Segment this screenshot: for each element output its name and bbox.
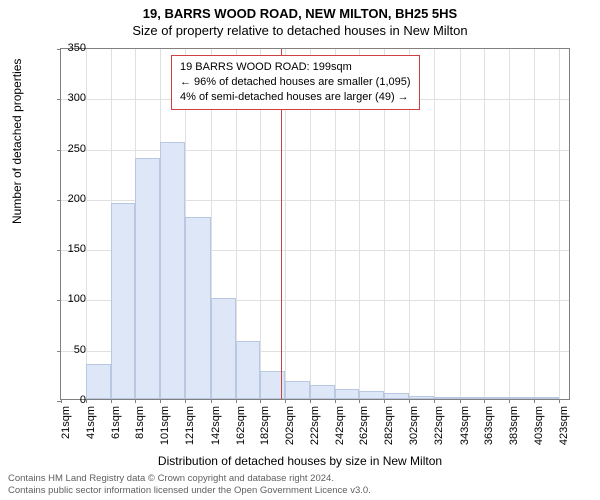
y-tick-label: 150: [46, 243, 86, 255]
x-tick-mark: [559, 399, 560, 403]
histogram-bar: [285, 381, 310, 399]
chart-container: 19, BARRS WOOD ROAD, NEW MILTON, BH25 5H…: [0, 0, 600, 500]
x-tick-mark: [285, 399, 286, 403]
gridline-vertical: [559, 49, 560, 399]
x-tick-mark: [509, 399, 510, 403]
x-tick-label: 202sqm: [284, 406, 296, 446]
x-axis-label: Distribution of detached houses by size …: [0, 454, 600, 468]
histogram-bar: [534, 397, 559, 399]
x-tick-label: 61sqm: [110, 406, 122, 446]
chart-title-main: 19, BARRS WOOD ROAD, NEW MILTON, BH25 5H…: [0, 0, 600, 21]
plot-area: 19 BARRS WOOD ROAD: 199sqm ← 96% of deta…: [60, 48, 570, 400]
x-tick-mark: [434, 399, 435, 403]
histogram-bar: [484, 397, 509, 399]
y-tick-label: 300: [46, 92, 86, 104]
x-tick-label: 262sqm: [358, 406, 370, 446]
histogram-bar: [211, 298, 236, 399]
histogram-bar: [335, 389, 360, 399]
x-tick-mark: [111, 399, 112, 403]
y-tick-label: 350: [46, 42, 86, 54]
x-tick-label: 423sqm: [558, 406, 570, 446]
x-tick-mark: [185, 399, 186, 403]
y-tick-label: 100: [46, 293, 86, 305]
x-tick-mark: [409, 399, 410, 403]
x-tick-mark: [160, 399, 161, 403]
x-tick-label: 242sqm: [334, 406, 346, 446]
histogram-bar: [236, 341, 261, 399]
histogram-bar: [185, 217, 211, 399]
x-tick-label: 21sqm: [60, 406, 72, 446]
histogram-bar: [384, 393, 409, 399]
chart-title-sub: Size of property relative to detached ho…: [0, 21, 600, 38]
gridline-horizontal: [61, 150, 569, 151]
x-tick-label: 162sqm: [235, 406, 247, 446]
x-tick-label: 41sqm: [85, 406, 97, 446]
gridline-vertical: [534, 49, 535, 399]
histogram-bar: [111, 203, 136, 399]
x-tick-label: 121sqm: [184, 406, 196, 446]
histogram-bar: [509, 397, 534, 399]
x-tick-label: 81sqm: [134, 406, 146, 446]
footer-line-1: Contains HM Land Registry data © Crown c…: [8, 473, 592, 484]
histogram-bar: [409, 396, 434, 399]
annotation-line-3: 4% of semi-detached houses are larger (4…: [180, 90, 411, 105]
gridline-vertical: [460, 49, 461, 399]
x-tick-label: 403sqm: [533, 406, 545, 446]
histogram-bar: [86, 364, 111, 399]
x-tick-mark: [534, 399, 535, 403]
x-tick-mark: [335, 399, 336, 403]
x-tick-label: 182sqm: [259, 406, 271, 446]
x-tick-mark: [211, 399, 212, 403]
footer-line-2: Contains public sector information licen…: [8, 485, 592, 496]
x-tick-mark: [359, 399, 360, 403]
footer: Contains HM Land Registry data © Crown c…: [8, 473, 592, 496]
histogram-bar: [310, 385, 335, 399]
x-tick-label: 343sqm: [459, 406, 471, 446]
x-tick-mark: [384, 399, 385, 403]
annotation-line-2: ← 96% of detached houses are smaller (1,…: [180, 75, 411, 90]
x-tick-mark: [484, 399, 485, 403]
y-axis-label: Number of detached properties: [10, 59, 24, 224]
y-tick-label: 0: [46, 394, 86, 406]
x-tick-label: 282sqm: [383, 406, 395, 446]
x-tick-mark: [310, 399, 311, 403]
annotation-line-1: 19 BARRS WOOD ROAD: 199sqm: [180, 60, 411, 75]
x-tick-label: 222sqm: [309, 406, 321, 446]
gridline-vertical: [484, 49, 485, 399]
y-tick-label: 250: [46, 143, 86, 155]
histogram-bar: [135, 158, 160, 399]
x-tick-label: 101sqm: [159, 406, 171, 446]
histogram-bar: [359, 391, 384, 399]
y-tick-label: 200: [46, 193, 86, 205]
x-tick-mark: [460, 399, 461, 403]
annotation-box: 19 BARRS WOOD ROAD: 199sqm ← 96% of deta…: [171, 55, 420, 110]
histogram-bar: [460, 397, 485, 399]
x-tick-mark: [260, 399, 261, 403]
x-tick-label: 322sqm: [433, 406, 445, 446]
histogram-bar: [434, 397, 460, 399]
x-tick-mark: [135, 399, 136, 403]
x-tick-label: 142sqm: [210, 406, 222, 446]
histogram-bar: [160, 142, 185, 399]
x-tick-mark: [236, 399, 237, 403]
x-tick-label: 302sqm: [408, 406, 420, 446]
gridline-vertical: [434, 49, 435, 399]
x-tick-label: 363sqm: [483, 406, 495, 446]
y-tick-label: 50: [46, 344, 86, 356]
gridline-vertical: [509, 49, 510, 399]
x-tick-label: 383sqm: [508, 406, 520, 446]
